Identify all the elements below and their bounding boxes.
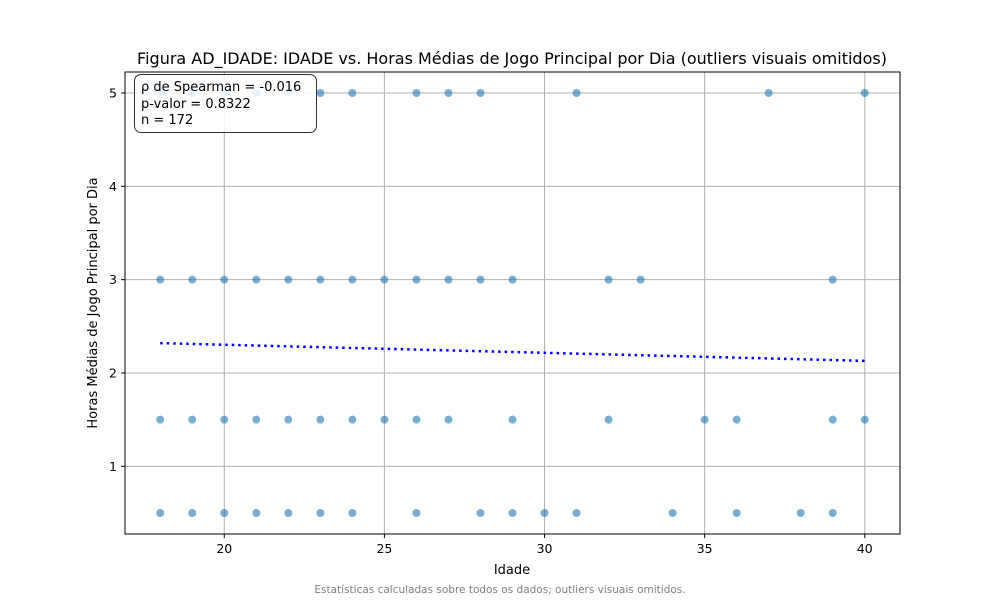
data-point [636,275,645,284]
y-tick-label: 2 [109,366,117,381]
data-point [828,509,837,517]
sample-size-text: n = 172 [141,113,194,128]
chart-title: Figura AD_IDADE: IDADE vs. Horas Médias … [137,49,887,69]
data-point [796,509,805,517]
data-point [156,509,165,517]
data-point [476,509,485,517]
data-point [412,89,421,97]
data-point [220,275,229,284]
data-point [348,509,357,517]
data-point [188,275,197,284]
data-point [284,509,293,517]
data-point [604,275,613,284]
x-axis-label: Idade [494,563,530,578]
data-point [252,275,261,284]
y-axis-label: Horas Médias de Jogo Principal por Dia [86,177,101,428]
data-point [764,89,773,97]
y-tick-label: 3 [109,272,117,287]
data-point [668,509,677,517]
data-point [828,415,837,424]
x-tick-label: 20 [216,541,232,556]
data-point [188,415,197,424]
data-point [508,415,517,424]
p-value-text: p-valor = 0.8322 [141,96,251,112]
axis-ticks: 20 25 30 35 40 1 2 3 4 5 [109,86,873,557]
data-point [700,415,709,424]
data-point [220,509,229,517]
data-points [156,89,869,517]
y-tick-label: 1 [109,459,117,474]
statistics-annotation-box: ρ de Spearman = -0.016 p-valor = 0.8322 … [134,74,317,133]
data-point [732,415,741,424]
data-point [348,415,357,424]
y-tick-label: 5 [109,86,117,101]
data-point [572,509,581,517]
data-point [412,415,421,424]
y-tick-label: 4 [109,179,117,194]
data-point [508,509,517,517]
x-tick-label: 35 [697,541,713,556]
data-point [188,509,197,517]
data-point [252,415,261,424]
data-point [412,275,421,284]
data-point [828,275,837,284]
data-point [444,275,453,284]
data-point [604,415,613,424]
trend-line [160,341,865,363]
data-point [316,275,325,284]
footnote: Estatísticas calculadas sobre todos os d… [314,584,686,596]
data-point [476,275,485,284]
data-point [156,415,165,424]
plot-area-frame [124,71,901,535]
data-point [156,275,165,284]
data-point [220,415,229,424]
data-point [444,415,453,424]
data-point [316,509,325,517]
data-point [860,89,869,97]
data-point [508,275,517,284]
x-tick-label: 40 [857,541,873,556]
x-tick-label: 25 [376,541,392,556]
grid-lines [125,72,900,534]
data-point [572,89,581,97]
data-point [380,275,389,284]
data-point [316,89,325,97]
data-point [444,89,453,97]
data-point [860,415,869,424]
data-point [540,509,549,517]
spearman-text: ρ de Spearman = -0.016 [141,80,302,95]
data-point [476,89,485,97]
x-tick-label: 30 [537,541,553,556]
data-point [732,509,741,517]
data-point [284,275,293,284]
data-point [380,415,389,424]
data-point [348,89,357,97]
data-point [412,509,421,517]
data-point [316,415,325,424]
data-point [252,509,261,517]
data-point [284,415,293,424]
data-point [348,275,357,284]
